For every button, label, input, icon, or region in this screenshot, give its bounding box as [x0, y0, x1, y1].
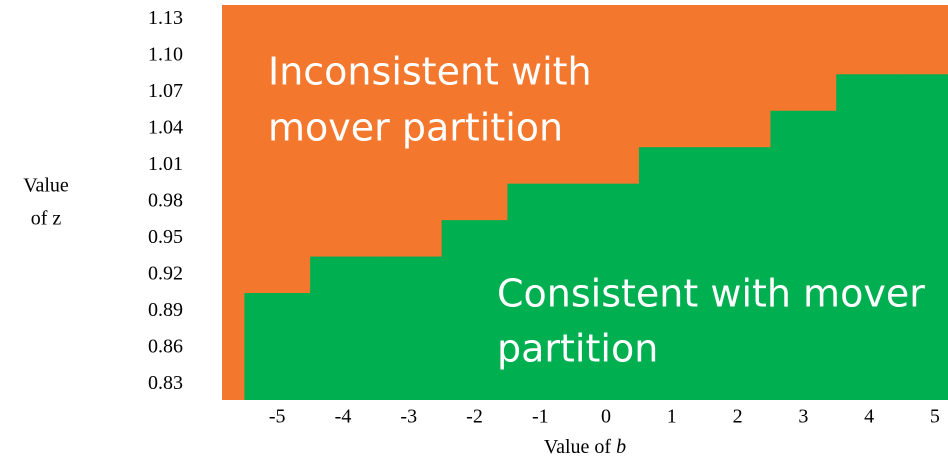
y-tick-label: 0.95: [148, 226, 183, 248]
lower-region-column: [901, 74, 948, 401]
x-tick-label: 1: [667, 406, 677, 428]
x-axis-label: Value of b: [544, 436, 626, 458]
lower-region-column: [507, 183, 574, 400]
y-tick-label: 1.01: [148, 153, 183, 175]
y-tick-label: 1.10: [148, 44, 183, 66]
x-tick-label: -5: [269, 406, 286, 428]
region-label: mover partition: [268, 106, 563, 150]
x-axis-label-text: Value of: [544, 436, 612, 458]
y-axis-label: of z: [31, 208, 62, 230]
region-label: Inconsistent with: [268, 50, 592, 94]
y-tick-label: 1.04: [148, 117, 183, 139]
y-tick-label: 0.92: [148, 262, 183, 284]
lower-region-column: [770, 110, 837, 400]
y-tick-label: 1.07: [148, 80, 183, 102]
lower-region-column: [310, 256, 377, 400]
y-tick-label: 0.98: [148, 189, 183, 211]
x-tick-label: 5: [930, 406, 940, 428]
y-tick-label: 0.83: [148, 372, 183, 394]
x-tick-label: -3: [400, 406, 417, 428]
lower-region-column: [375, 256, 443, 400]
region-label: partition: [497, 327, 658, 371]
lower-region-column: [638, 147, 706, 400]
lower-region-column: [836, 74, 903, 401]
x-tick-label: 3: [798, 406, 808, 428]
x-axis-label-var: b: [616, 436, 626, 458]
lower-region-column: [441, 220, 508, 400]
x-tick-label: 4: [864, 406, 874, 428]
x-tick-label: 0: [601, 406, 611, 428]
lower-region-column: [704, 147, 771, 400]
lower-region-column: [244, 293, 311, 400]
region-label: Consistent with mover: [497, 272, 925, 316]
x-tick-label: -2: [466, 406, 483, 428]
y-tick-label: 0.86: [148, 335, 183, 357]
lower-region-column: [573, 183, 640, 400]
y-tick-label: 1.13: [148, 7, 183, 29]
x-tick-label: -4: [335, 406, 352, 428]
y-tick-label: 0.89: [148, 299, 183, 321]
x-tick-label: 2: [733, 406, 743, 428]
y-axis-label: Value: [23, 175, 69, 197]
x-tick-label: -1: [532, 406, 549, 428]
